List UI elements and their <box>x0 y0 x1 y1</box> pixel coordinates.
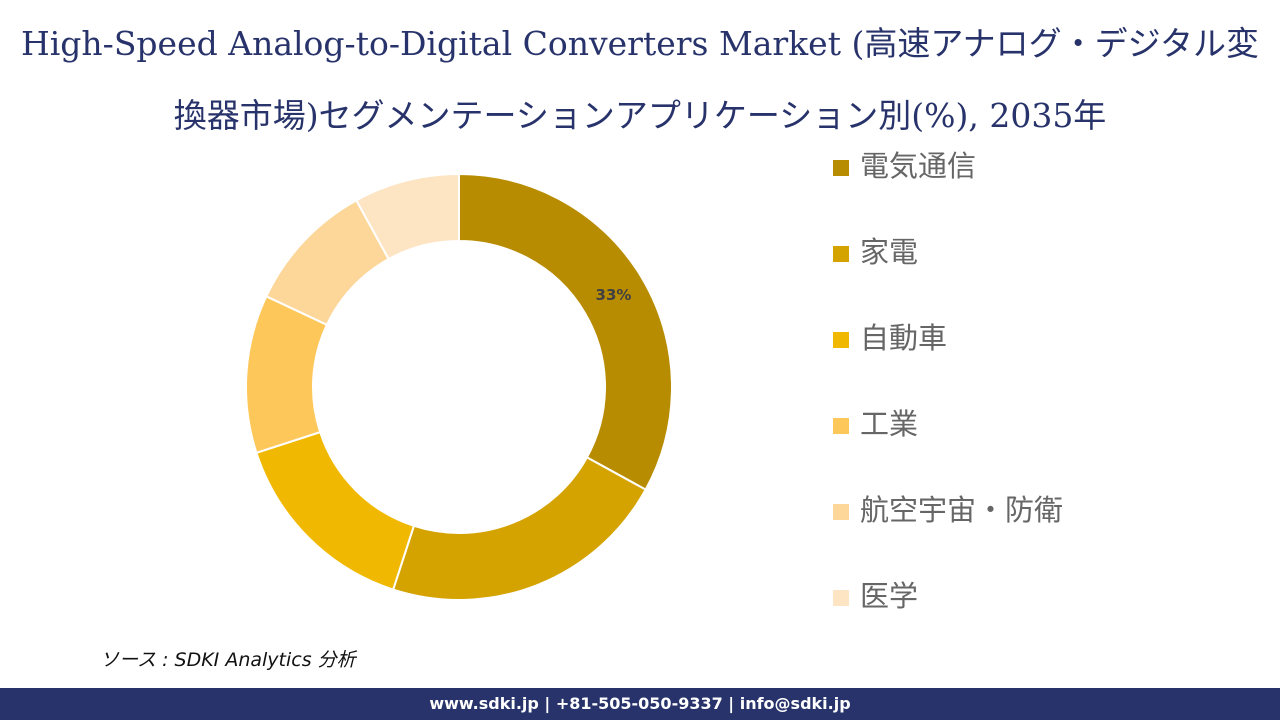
donut-slice <box>458 172 673 491</box>
source: ソース : SDKI Analytics 分析 <box>100 649 356 671</box>
legend-label: 自動車 <box>860 321 947 355</box>
donut-slice <box>255 430 416 591</box>
legend-swatch <box>833 332 849 348</box>
legend-swatch <box>833 246 849 262</box>
legend-label: 電気通信 <box>860 149 976 183</box>
donut-slice <box>355 172 460 261</box>
chart-title: High-Speed Analog-to-Digital Converters … <box>20 24 1260 135</box>
legend-label: 航空宇宙・防衛 <box>860 493 1063 527</box>
footer: www.sdki.jp | +81-505-050-9337 | info@sd… <box>0 688 1280 720</box>
legend-swatch <box>833 160 849 176</box>
legend-swatch <box>833 590 849 606</box>
legend-label: 工業 <box>860 407 918 441</box>
legend-label: 医学 <box>860 579 918 613</box>
data-label: 33% <box>596 286 632 304</box>
legend-swatch <box>833 504 849 520</box>
legend-label: 家電 <box>860 235 918 269</box>
legend-swatch <box>833 418 849 434</box>
donut-slice <box>391 455 648 601</box>
